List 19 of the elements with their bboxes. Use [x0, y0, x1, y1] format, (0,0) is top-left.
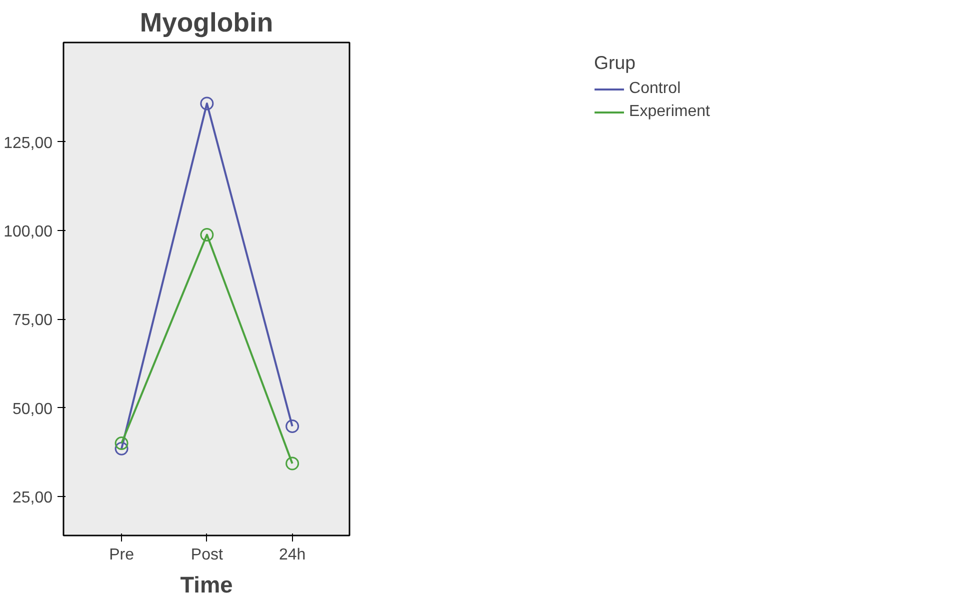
y-tick-label: 100,00 — [4, 223, 53, 240]
x-axis-title: Time — [180, 572, 233, 598]
chart-title: Myoglobin — [140, 8, 274, 38]
y-tick-label: 50,00 — [12, 400, 53, 418]
y-tick-label: 125,00 — [4, 134, 53, 152]
x-tick-label: Post — [190, 546, 224, 564]
point — [114, 436, 128, 450]
legend-title: Grup — [594, 52, 637, 74]
point — [114, 442, 128, 456]
y-tick-label: 75,00 — [12, 312, 53, 330]
point — [200, 96, 214, 110]
point — [286, 420, 300, 433]
legend-label: Experiment — [629, 103, 710, 121]
legend-label: Control — [629, 80, 681, 98]
point — [286, 456, 300, 470]
point — [200, 228, 214, 242]
x-tick-label: Pre — [109, 546, 134, 564]
y-tick-label: 25,00 — [12, 489, 53, 506]
x-tick-label: 24h — [278, 546, 306, 564]
